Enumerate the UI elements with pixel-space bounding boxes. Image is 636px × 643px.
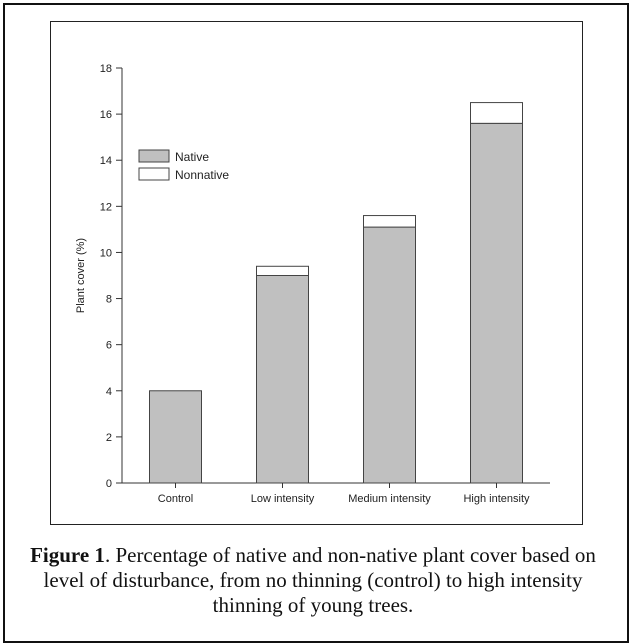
y-tick-label: 18 (100, 63, 112, 75)
y-tick-label: 16 (100, 109, 112, 121)
x-tick-label: Medium intensity (348, 493, 431, 505)
y-tick-label: 6 (106, 340, 112, 352)
figure-caption: Figure 1. Percentage of native and non-n… (14, 543, 612, 618)
bar-nonnative (363, 215, 416, 228)
bar-nonnative (470, 102, 523, 124)
y-tick-label: 14 (100, 155, 112, 167)
y-tick-label: 4 (106, 386, 112, 398)
y-axis-label: Plant cover (%) (75, 238, 87, 313)
y-tick-label: 2 (106, 432, 112, 444)
y-tick-label: 12 (100, 201, 112, 213)
x-tick-label: High intensity (463, 493, 530, 505)
legend-swatch-nonnative (138, 167, 170, 181)
legend-label-nonnative: Nonnative (175, 168, 229, 182)
x-tick-label: Low intensity (251, 493, 315, 505)
legend-swatch-native (138, 149, 170, 163)
caption-label: Figure 1 (30, 543, 105, 567)
bar-native (363, 226, 416, 484)
bar-native (256, 275, 309, 484)
legend-label-native: Native (175, 150, 209, 164)
y-tick-label: 8 (106, 294, 112, 306)
x-tick-label: Control (158, 493, 193, 505)
caption-text: . Percentage of native and non-native pl… (43, 543, 596, 617)
y-tick-label: 0 (106, 478, 112, 490)
y-tick-label: 10 (100, 247, 112, 259)
bar-native (470, 122, 523, 484)
bar-nonnative (256, 265, 309, 276)
bar-native (149, 390, 202, 484)
